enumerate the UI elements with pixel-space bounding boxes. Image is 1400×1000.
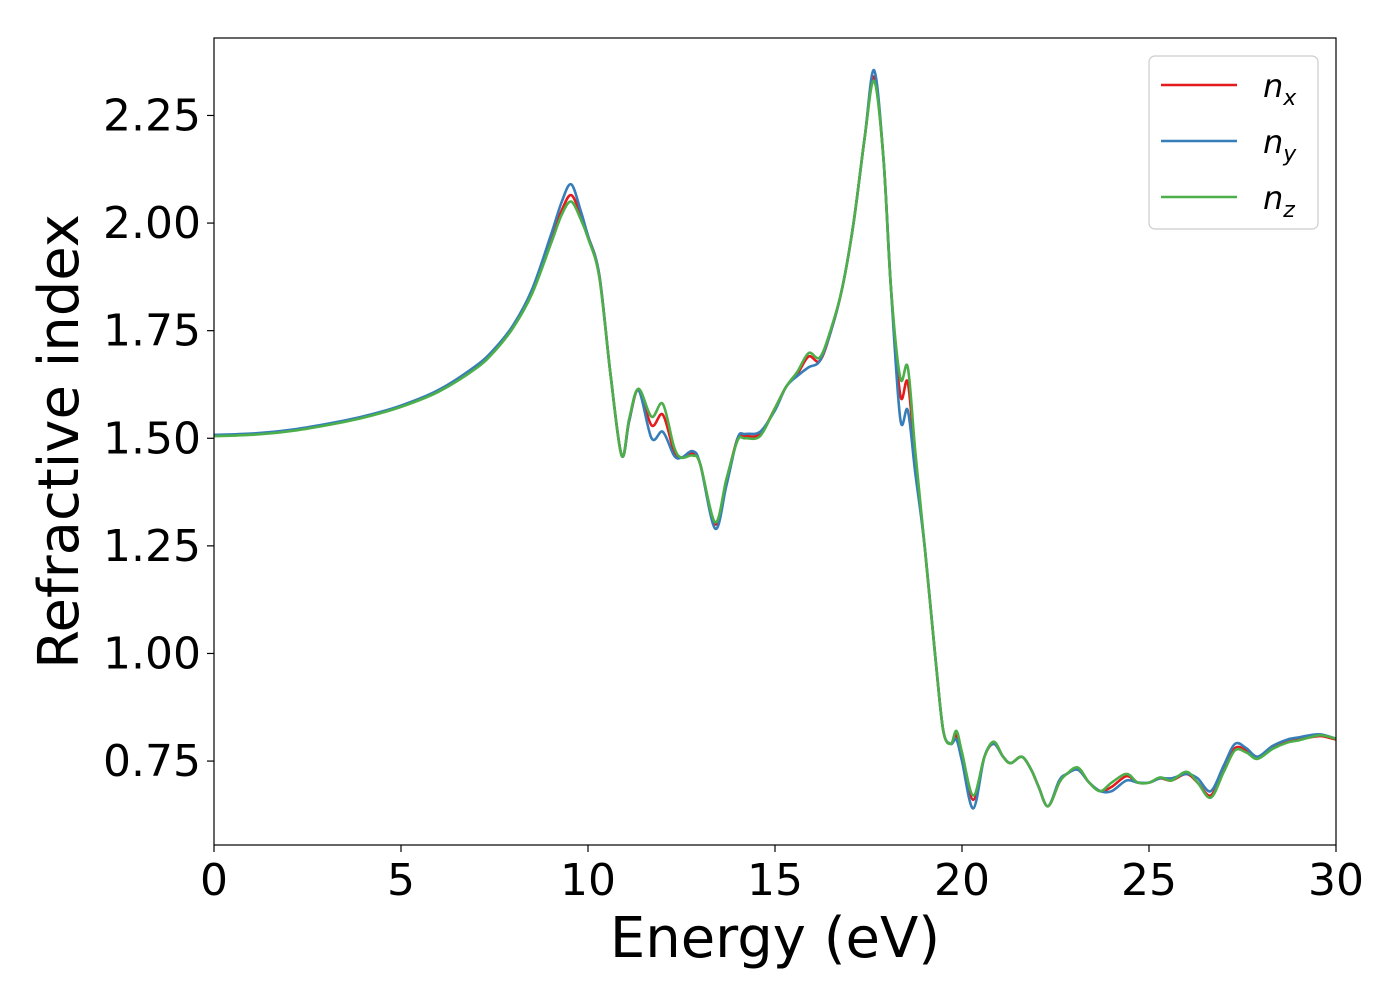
x-tick-label: 15 — [747, 855, 803, 906]
x-tick-label: 10 — [560, 855, 616, 906]
y-axis-title: Refractive index — [27, 214, 92, 669]
x-tick-label: 20 — [934, 855, 990, 906]
series-lines — [214, 68, 1336, 810]
y-tick-label: 1.00 — [103, 628, 201, 679]
legend-box — [1148, 55, 1319, 230]
x-tick-label: 25 — [1121, 855, 1177, 906]
x-tick-label: 30 — [1308, 855, 1364, 906]
plot-area — [214, 68, 1336, 810]
x-axis-ticks: 0 5 10 15 20 25 30 — [200, 845, 1364, 906]
y-tick-label: 1.75 — [103, 306, 201, 357]
y-tick-label: 1.25 — [103, 521, 201, 572]
y-axis-ticks: 0.75 1.00 1.25 1.50 1.75 2.00 2.25 — [103, 90, 214, 787]
y-tick-label: 1.50 — [103, 413, 201, 464]
x-tick-label: 0 — [200, 855, 228, 906]
y-tick-label: 0.75 — [103, 736, 201, 787]
x-tick-label: 5 — [387, 855, 415, 906]
x-axis-title: Energy (eV) — [610, 906, 940, 971]
y-tick-label: 2.00 — [103, 198, 201, 249]
y-tick-label: 2.25 — [103, 90, 201, 141]
series-line-n-z — [214, 79, 1336, 808]
